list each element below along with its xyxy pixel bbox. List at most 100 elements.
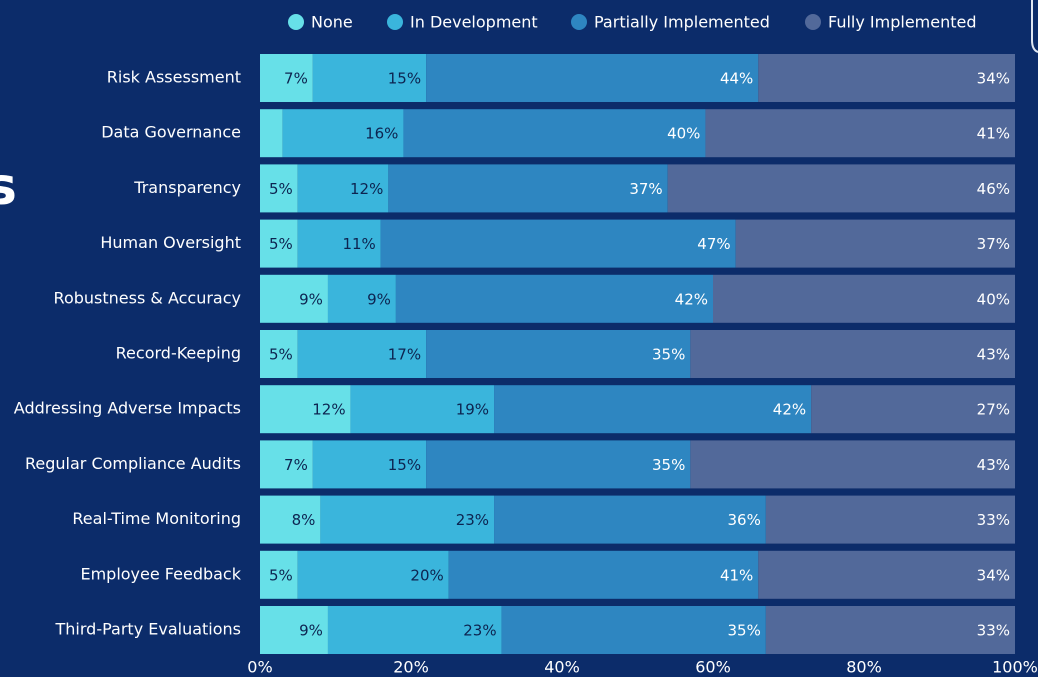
bar-segment bbox=[811, 385, 1015, 434]
data-label: 43% bbox=[977, 346, 1010, 364]
data-label: 12% bbox=[312, 401, 345, 419]
data-label: 41% bbox=[720, 566, 753, 584]
data-label: 7% bbox=[284, 70, 308, 88]
data-label: 36% bbox=[728, 511, 761, 529]
y-tick-label: Real-Time Monitoring bbox=[72, 509, 241, 528]
bar-segment bbox=[260, 440, 313, 489]
panel-edge bbox=[1031, 0, 1038, 53]
data-label: 17% bbox=[388, 346, 421, 364]
bar-segment bbox=[494, 495, 766, 544]
data-label: 5% bbox=[269, 180, 293, 198]
y-tick-label: Addressing Adverse Impacts bbox=[14, 399, 241, 418]
bar-segment bbox=[297, 219, 381, 268]
data-label: 42% bbox=[773, 401, 806, 419]
data-label: 9% bbox=[299, 622, 323, 640]
bar-segment bbox=[260, 385, 351, 434]
data-label: 16% bbox=[365, 125, 398, 143]
bar-segment bbox=[260, 219, 298, 268]
data-label: 40% bbox=[667, 125, 700, 143]
data-label: 9% bbox=[367, 290, 391, 308]
data-label: 47% bbox=[697, 235, 730, 253]
bar-segment bbox=[735, 219, 1015, 268]
data-label: 5% bbox=[269, 566, 293, 584]
bar-segment bbox=[312, 440, 427, 489]
data-label: 9% bbox=[299, 290, 323, 308]
bar-segment bbox=[713, 274, 1015, 323]
x-tick-label: 20% bbox=[393, 658, 429, 677]
bar-segment bbox=[667, 164, 1015, 213]
y-tick-label: Risk Assessment bbox=[107, 68, 241, 87]
y-tick-label: Record-Keeping bbox=[116, 344, 241, 363]
bar-segment bbox=[426, 330, 691, 378]
legend-label: None bbox=[311, 13, 353, 32]
data-label: 15% bbox=[388, 70, 421, 88]
bar-segment bbox=[297, 550, 449, 599]
data-label: 5% bbox=[269, 235, 293, 253]
bar-segment bbox=[426, 440, 691, 489]
x-tick-label: 80% bbox=[846, 658, 882, 677]
y-tick-label: Regular Compliance Audits bbox=[25, 454, 241, 473]
x-tick-label: 40% bbox=[544, 658, 580, 677]
data-label: 37% bbox=[977, 235, 1010, 253]
bar-segment bbox=[765, 495, 1015, 544]
bar-segment bbox=[327, 274, 396, 323]
bar-segment bbox=[758, 54, 1015, 102]
data-label: 41% bbox=[977, 125, 1010, 143]
data-label: 35% bbox=[728, 622, 761, 640]
bar-segment bbox=[705, 109, 1015, 158]
bar-segment bbox=[690, 330, 1015, 378]
data-label: 23% bbox=[456, 511, 489, 529]
y-tick-label: Data Governance bbox=[101, 123, 241, 142]
bar-segment bbox=[690, 440, 1015, 489]
data-label: 44% bbox=[720, 70, 753, 88]
bar-segment bbox=[260, 330, 298, 378]
bar-segment bbox=[282, 109, 404, 158]
data-label: 42% bbox=[675, 290, 708, 308]
x-tick-label: 0% bbox=[247, 658, 272, 677]
legend-swatch bbox=[288, 14, 304, 30]
data-label: 43% bbox=[977, 456, 1010, 474]
bar-segment bbox=[350, 385, 495, 434]
bar-segment bbox=[501, 606, 766, 654]
bar-segment bbox=[320, 495, 495, 544]
bar-segment bbox=[765, 606, 1015, 654]
legend-label: Fully Implemented bbox=[828, 13, 977, 32]
bar-segment bbox=[260, 550, 298, 599]
data-label: 27% bbox=[977, 401, 1010, 419]
bar-segment bbox=[260, 54, 313, 102]
bar-segment bbox=[260, 606, 328, 654]
data-label: 33% bbox=[977, 511, 1010, 529]
y-tick-label: Transparency bbox=[133, 178, 241, 197]
y-tick-label: Human Oversight bbox=[100, 233, 241, 252]
data-label: 19% bbox=[456, 401, 489, 419]
data-label: 11% bbox=[342, 235, 375, 253]
bar-segment bbox=[297, 164, 389, 213]
data-label: 12% bbox=[350, 180, 383, 198]
bar-segment bbox=[426, 54, 759, 102]
data-label: 8% bbox=[292, 511, 316, 529]
x-tick-label: 100% bbox=[992, 658, 1038, 677]
data-label: 34% bbox=[977, 70, 1010, 88]
legend-label: Partially Implemented bbox=[594, 13, 770, 32]
legend-swatch bbox=[571, 14, 587, 30]
bar-segment bbox=[327, 606, 502, 654]
bar-segment bbox=[297, 330, 427, 378]
x-tick-label: 60% bbox=[695, 658, 731, 677]
bar-segment bbox=[494, 385, 812, 434]
bar-segment bbox=[260, 109, 283, 158]
bar-segment bbox=[260, 274, 328, 323]
data-label: 46% bbox=[977, 180, 1010, 198]
bar-segment bbox=[312, 54, 427, 102]
data-label: 35% bbox=[652, 456, 685, 474]
bar-segment bbox=[403, 109, 706, 158]
data-label: 33% bbox=[977, 622, 1010, 640]
bar-segment bbox=[260, 495, 321, 544]
bar-segment bbox=[395, 274, 713, 323]
legend-swatch bbox=[805, 14, 821, 30]
data-label: 37% bbox=[629, 180, 662, 198]
bar-segment bbox=[260, 164, 298, 213]
data-label: 34% bbox=[977, 566, 1010, 584]
y-tick-label: Employee Feedback bbox=[80, 564, 241, 583]
bar-segment bbox=[388, 164, 668, 213]
